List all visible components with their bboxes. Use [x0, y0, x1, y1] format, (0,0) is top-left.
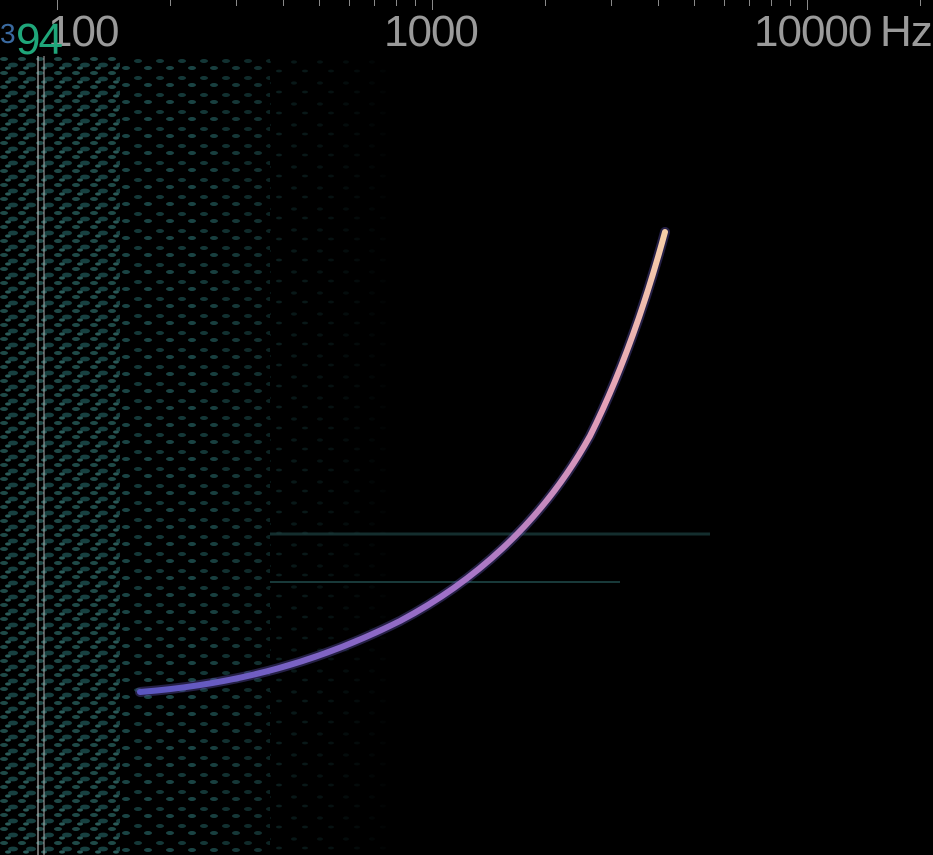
noise-fade — [200, 56, 400, 855]
axis-tick — [790, 0, 791, 6]
axis-tick — [920, 0, 921, 6]
axis-unit-label: Hz — [880, 7, 933, 56]
axis-tick — [749, 0, 750, 6]
axis-tick — [57, 0, 58, 10]
axis-tick — [415, 0, 416, 6]
axis-ticks — [0, 0, 933, 10]
peak-readout-value: 94 — [16, 15, 63, 64]
axis-tick — [658, 0, 659, 6]
axis-label-100: 100 — [48, 7, 119, 56]
peak-readout-small: 3 — [0, 18, 16, 49]
noise-band-low — [0, 56, 120, 855]
chirp-trace — [137, 229, 668, 695]
peak-frequency-readout: 3 94 — [0, 8, 80, 64]
axis-tick — [611, 0, 612, 6]
axis-tick — [396, 0, 397, 6]
axis-tick — [283, 0, 284, 6]
axis-label-10000: 10000 — [754, 7, 872, 56]
axis-tick — [724, 0, 725, 6]
axis-tick — [432, 0, 433, 10]
axis-tick — [694, 0, 695, 6]
axis-tick — [374, 0, 375, 6]
spectrogram-canvas[interactable] — [0, 56, 933, 855]
axis-tick — [771, 0, 772, 6]
axis-label-1000: 1000 — [384, 7, 479, 56]
axis-tick — [236, 0, 237, 6]
axis-tick — [170, 0, 171, 6]
axis-tick — [807, 0, 808, 10]
axis-tick — [319, 0, 320, 6]
axis-tick — [349, 0, 350, 6]
axis-tick — [545, 0, 546, 6]
frequency-axis: 100 1000 10000 Hz 3 94 — [0, 0, 933, 64]
